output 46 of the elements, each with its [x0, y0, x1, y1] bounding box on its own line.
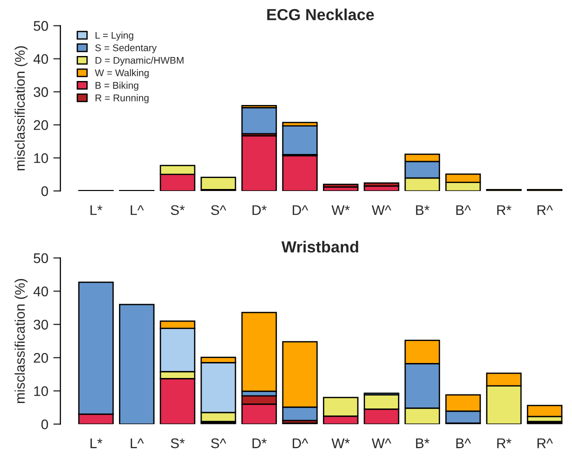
x-tick-label: R^ — [538, 438, 553, 448]
y-tick-label: 0 — [41, 419, 48, 430]
y-tick-label: 30 — [34, 320, 48, 330]
x-tick-label: B^ — [456, 438, 471, 448]
y-tick-label: 40 — [33, 286, 48, 296]
x-tick-label: R^ — [538, 205, 553, 215]
x-tick-label: D^ — [292, 205, 308, 215]
chart-title: ECG Necklace — [267, 8, 374, 20]
y-tick-label: 50 — [34, 21, 48, 31]
x-tick-label: S* — [170, 205, 185, 216]
x-tick-label: D* — [252, 205, 267, 215]
legend-label: B = Biking — [96, 82, 138, 91]
x-tick-label: L* — [90, 438, 102, 448]
x-tick-label: D* — [252, 438, 267, 448]
x-tick-label: D^ — [292, 438, 308, 448]
x-tick-label: W* — [332, 438, 350, 448]
x-tick-label: B* — [416, 205, 430, 215]
legend-label: S = Sedentary — [95, 44, 157, 54]
x-tick-label: W^ — [372, 205, 392, 215]
x-tick-label: L* — [90, 205, 102, 215]
x-tick-label: R* — [497, 438, 512, 448]
y-tick-label: 30 — [34, 87, 48, 97]
y-tick-label: 0 — [41, 186, 48, 196]
y-tick-label: 40 — [33, 54, 48, 64]
legend-label: R = Running — [96, 94, 149, 104]
y-tick-label: 20 — [34, 352, 48, 363]
x-tick-label: S^ — [211, 205, 226, 216]
chart-title: Wristband — [281, 240, 358, 253]
x-tick-label: S* — [170, 438, 185, 448]
x-tick-label: W* — [332, 205, 350, 215]
x-tick-label: B^ — [456, 205, 471, 215]
x-tick-label: W^ — [372, 438, 392, 448]
y-axis-title: misclassification (%) — [14, 279, 28, 404]
x-tick-label: L^ — [130, 205, 144, 215]
y-tick-label: 20 — [34, 120, 48, 130]
x-tick-label: S^ — [211, 438, 226, 448]
legend-label: D = Dynamic/HWBM — [96, 56, 184, 66]
x-tick-label: L^ — [130, 438, 144, 448]
legend-label: W = Walking — [94, 69, 149, 78]
y-tick-label: 10 — [34, 153, 48, 164]
x-tick-label: R* — [497, 205, 512, 215]
y-tick-label: 10 — [34, 386, 48, 396]
legend-label: L = Lying — [96, 32, 134, 41]
x-tick-label: B* — [416, 438, 430, 448]
y-tick-label: 50 — [34, 253, 48, 264]
y-axis-title: misclassification (%) — [14, 46, 28, 170]
